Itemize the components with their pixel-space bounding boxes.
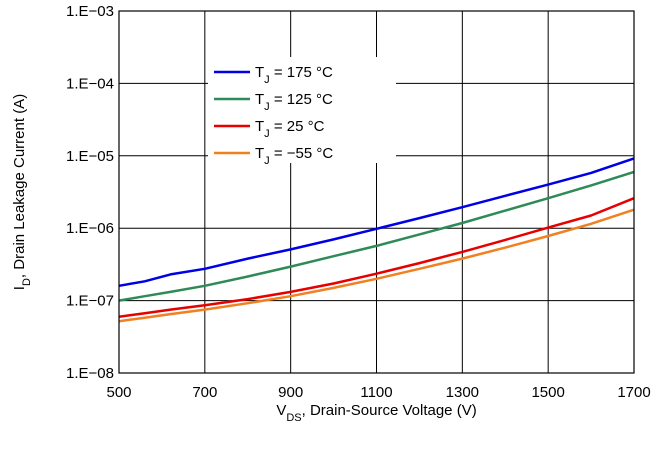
y-tick-label-2: 1.E−06 [66,220,114,237]
y-axis-label-rest: , Drain Leakage Current (A) [11,94,28,278]
y-axis-label-main: I [11,286,28,290]
x-tick-label-2: 900 [278,384,303,401]
x-tick-label-6: 1700 [617,384,650,401]
y-tick-label-3: 1.E−05 [66,148,114,165]
x-axis-label-main: V [276,402,286,419]
y-axis-label-sub: D [21,278,33,286]
series-lines [118,157,635,323]
legend-background [208,57,396,163]
x-tick-label-3: 1100 [360,384,392,401]
y-axis-label: ID, Drain Leakage Current (A) [11,94,33,290]
y-tick-label-5: 1.E−03 [66,3,114,20]
legend-entry-175: TJ = 175 °C [214,64,333,86]
legend-label-175: TJ = 175 °C [255,64,333,86]
legend-entry-25: TJ = 25 °C [214,118,325,140]
y-tick-label-0: 1.E−08 [66,365,114,382]
y-tick-label-1: 1.E−07 [66,293,114,310]
x-tick-label-0: 500 [106,384,131,401]
y-tick-label-4: 1.E−04 [66,75,114,92]
y-tick-labels: 1.E−08 1.E−07 1.E−06 1.E−05 1.E−04 1.E−03 [66,3,114,382]
legend-label-minus55: TJ = −55 °C [255,145,333,167]
x-axis-label-rest: , Drain-Source Voltage (V) [302,402,477,419]
plot-frame [118,10,635,374]
x-tick-label-1: 700 [192,384,217,401]
series-line-3 [118,208,635,323]
legend-entry-125: TJ = 125 °C [214,91,333,113]
x-tick-label-5: 1500 [531,384,564,401]
series-line-2 [118,197,635,318]
x-axis-label-sub: DS [286,412,301,424]
legend-label-25: TJ = 25 °C [255,118,325,140]
x-tick-label-4: 1300 [446,384,479,401]
series-line-0 [118,157,635,288]
legend: TJ = 175 °C TJ = 125 °C TJ = 25 °C TJ = … [208,57,396,167]
legend-label-125: TJ = 125 °C [255,91,333,113]
x-tick-labels: 500 700 900 1100 1300 1500 1700 [106,384,650,401]
legend-entry-minus55: TJ = −55 °C [214,145,333,167]
x-axis-label: VDS, Drain-Source Voltage (V) [276,402,476,424]
series-line-1 [118,170,635,302]
